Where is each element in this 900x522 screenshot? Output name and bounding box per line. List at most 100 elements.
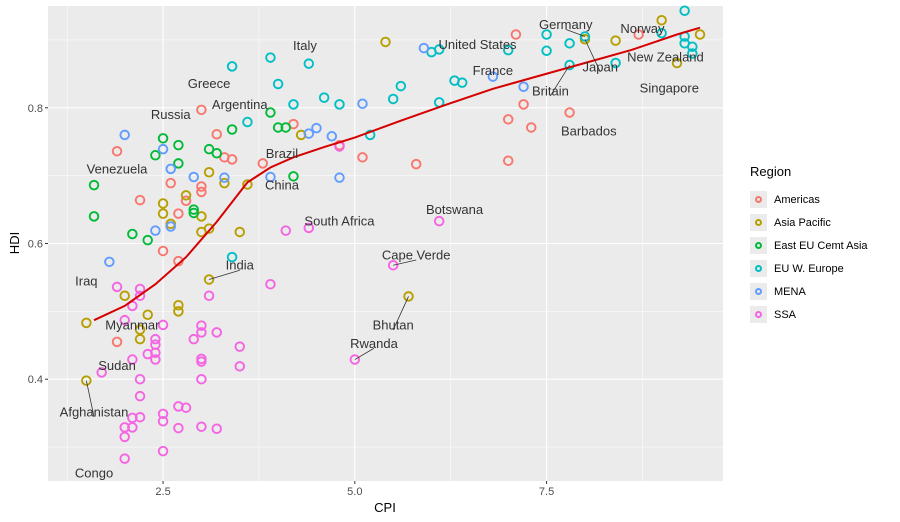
point-ssa (180, 402, 192, 413)
point-eu-w-europe (288, 99, 299, 110)
point-asia-pacific (203, 166, 215, 178)
point-asia-pacific (157, 198, 169, 209)
legend-symbol (755, 219, 762, 226)
label-afghanistan: Afghanistan (60, 404, 129, 419)
point-ssa (234, 341, 246, 352)
major-gridlines (48, 6, 723, 481)
point-asia-pacific (234, 226, 246, 238)
leader-line-cape-verde (393, 259, 417, 266)
point-ssa (196, 373, 207, 385)
point-eu-w-europe (656, 27, 667, 39)
label-britain: Britain (532, 83, 569, 98)
label-sudan: Sudan (98, 358, 136, 373)
legend-title: Region (750, 164, 792, 179)
label-japan: Japan (583, 60, 618, 75)
legend-symbol (755, 242, 762, 249)
point-eu-w-europe (564, 38, 575, 49)
point-asia-pacific (119, 290, 130, 302)
point-eu-w-europe (226, 61, 238, 72)
point-eu-w-europe (610, 57, 621, 69)
axis-ticks: 2.5 5.0 7.5 0.4 0.6 0.8 (28, 103, 555, 498)
point-ssa (211, 327, 222, 338)
point-east-eu-cemt-asia (203, 143, 215, 155)
point-ssa (96, 367, 107, 378)
x-tick-label: 7.5 (539, 486, 554, 498)
point-ssa (134, 411, 146, 423)
point-east-eu-cemt-asia (157, 133, 169, 144)
label-venezuela: Venezuela (87, 161, 148, 176)
leader-line-rwanda (354, 347, 375, 360)
point-americas (196, 186, 207, 198)
trend-line (93, 26, 701, 322)
y-tick-label: 0.6 (28, 239, 43, 251)
point-east-eu-cemt-asia (127, 228, 138, 240)
point-mena (311, 122, 322, 134)
point-ssa (234, 361, 246, 372)
legend-key (750, 306, 767, 323)
trend-line-group (93, 26, 701, 322)
point-eu-w-europe (687, 48, 698, 59)
point-asia-pacific (173, 300, 184, 311)
legend-label: Asia Pacific (774, 216, 831, 229)
point-ssa (196, 356, 207, 367)
y-tick-label: 0.8 (28, 103, 43, 115)
x-axis-title: CPI (374, 500, 396, 515)
legend-item-asia-pacific: Asia Pacific (750, 211, 868, 234)
point-asia-pacific (173, 306, 184, 317)
point-east-eu-cemt-asia (150, 150, 161, 161)
point-mena (104, 256, 115, 268)
label-germany: Germany (539, 17, 593, 32)
label-bhutan: Bhutan (373, 317, 414, 332)
point-americas (357, 152, 368, 163)
label-italy: Italy (293, 38, 317, 53)
label-norway: Norway (620, 21, 665, 36)
point-americas (633, 29, 644, 40)
point-mena (165, 163, 176, 175)
label-united-states: United States (439, 37, 518, 52)
point-ssa (134, 373, 146, 385)
point-americas (525, 122, 537, 133)
point-ssa (134, 390, 146, 402)
legend-item-mena: MENA (750, 280, 868, 303)
point-mena (265, 171, 276, 183)
point-ssa (211, 423, 222, 435)
point-americas (134, 194, 146, 206)
point-americas (111, 336, 123, 348)
point-east-eu-cemt-asia (226, 124, 238, 135)
legend-item-ssa: SSA (750, 303, 868, 326)
leader-line-bhutan (392, 296, 409, 331)
point-eu-w-europe (334, 99, 345, 110)
label-brazil: Brazil (266, 146, 299, 161)
label-india: India (226, 258, 255, 273)
point-asia-pacific (203, 223, 215, 234)
point-mena (150, 225, 161, 236)
leader-line-britain (550, 64, 570, 97)
leader-line-afghanistan (85, 380, 95, 417)
point-eu-w-europe (456, 77, 468, 88)
point-ssa (127, 422, 138, 433)
point-ssa (196, 421, 207, 432)
point-ssa (196, 327, 207, 338)
point-asia-pacific (380, 36, 391, 48)
point-eu-w-europe (687, 41, 698, 52)
point-ssa (265, 278, 276, 290)
point-mena (487, 71, 499, 82)
point-east-eu-cemt-asia (288, 171, 299, 182)
leader-line-india (208, 269, 240, 280)
point-americas (510, 29, 522, 40)
legend-items: Americas Asia Pacific East EU Cemt Asia EU … (750, 188, 868, 326)
point-mena (188, 171, 199, 183)
point-east-eu-cemt-asia (173, 158, 184, 169)
point-asia-pacific (694, 29, 706, 40)
legend-label: SSA (774, 308, 797, 321)
point-east-eu-cemt-asia (142, 234, 153, 246)
point-ssa (280, 225, 292, 236)
point-ssa (157, 408, 169, 420)
point-ssa (173, 422, 184, 434)
point-eu-w-europe (579, 31, 591, 42)
label-rwanda: Rwanda (350, 336, 398, 351)
point-mena (334, 172, 345, 183)
point-eu-w-europe (387, 93, 399, 105)
point-mena (303, 128, 315, 139)
